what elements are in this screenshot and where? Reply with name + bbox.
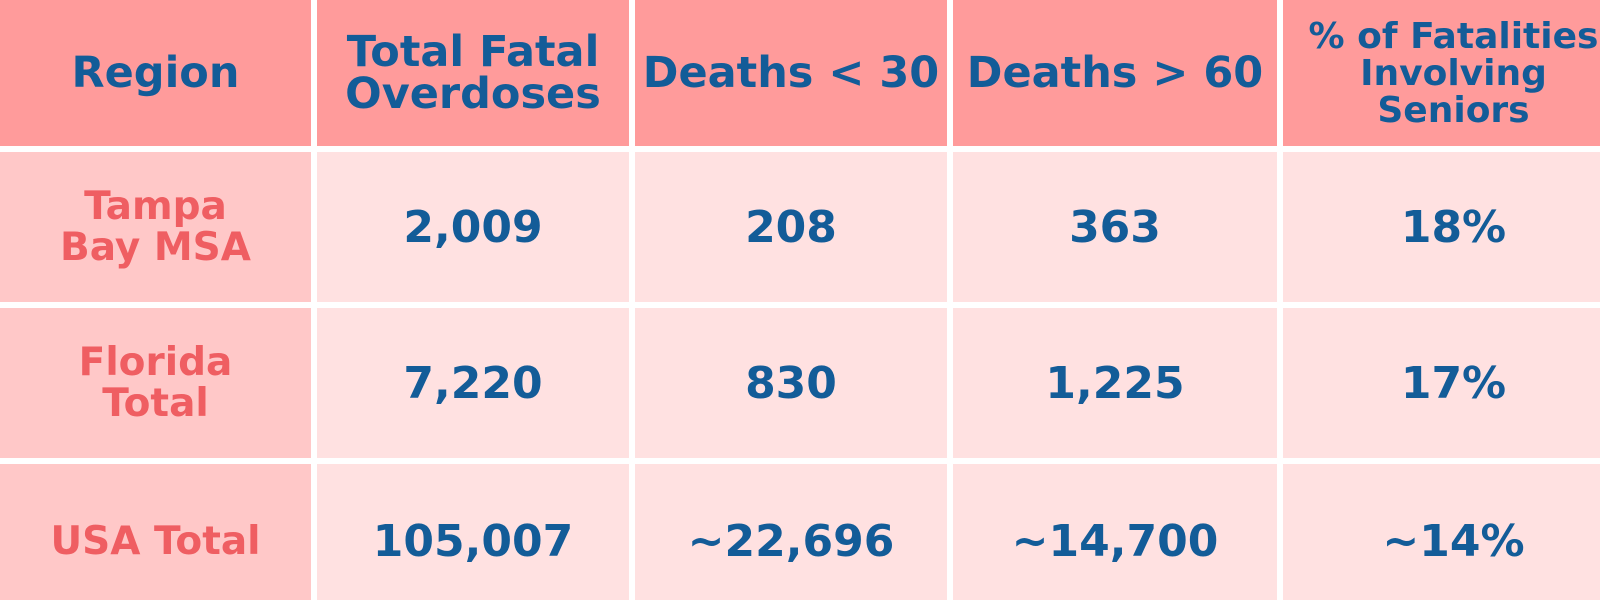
- header-deaths-over-60: Deaths > 60: [953, 0, 1277, 146]
- table-cell: 2,009: [317, 152, 629, 302]
- table-cell: 208: [635, 152, 947, 302]
- header-deaths-under-30: Deaths < 30: [635, 0, 947, 146]
- row-label-tampa-bay: Tampa Bay MSA: [0, 152, 311, 302]
- header-total-fatal-overdoses: Total Fatal Overdoses: [317, 0, 629, 146]
- table-cell: ~14%: [1283, 464, 1600, 600]
- table-cell: 105,007: [317, 464, 629, 600]
- table-cell: 363: [953, 152, 1277, 302]
- table-cell: 18%: [1283, 152, 1600, 302]
- table-cell: ~14,700: [953, 464, 1277, 600]
- header-pct-seniors: % of Fatalities Involving Seniors: [1283, 0, 1600, 146]
- table-cell: 830: [635, 308, 947, 458]
- row-label-usa: USA Total: [0, 464, 311, 600]
- table-cell: 1,225: [953, 308, 1277, 458]
- table-cell: 17%: [1283, 308, 1600, 458]
- header-region: Region: [0, 0, 311, 146]
- row-label-florida: Florida Total: [0, 308, 311, 458]
- table-cell: 7,220: [317, 308, 629, 458]
- table-cell: ~22,696: [635, 464, 947, 600]
